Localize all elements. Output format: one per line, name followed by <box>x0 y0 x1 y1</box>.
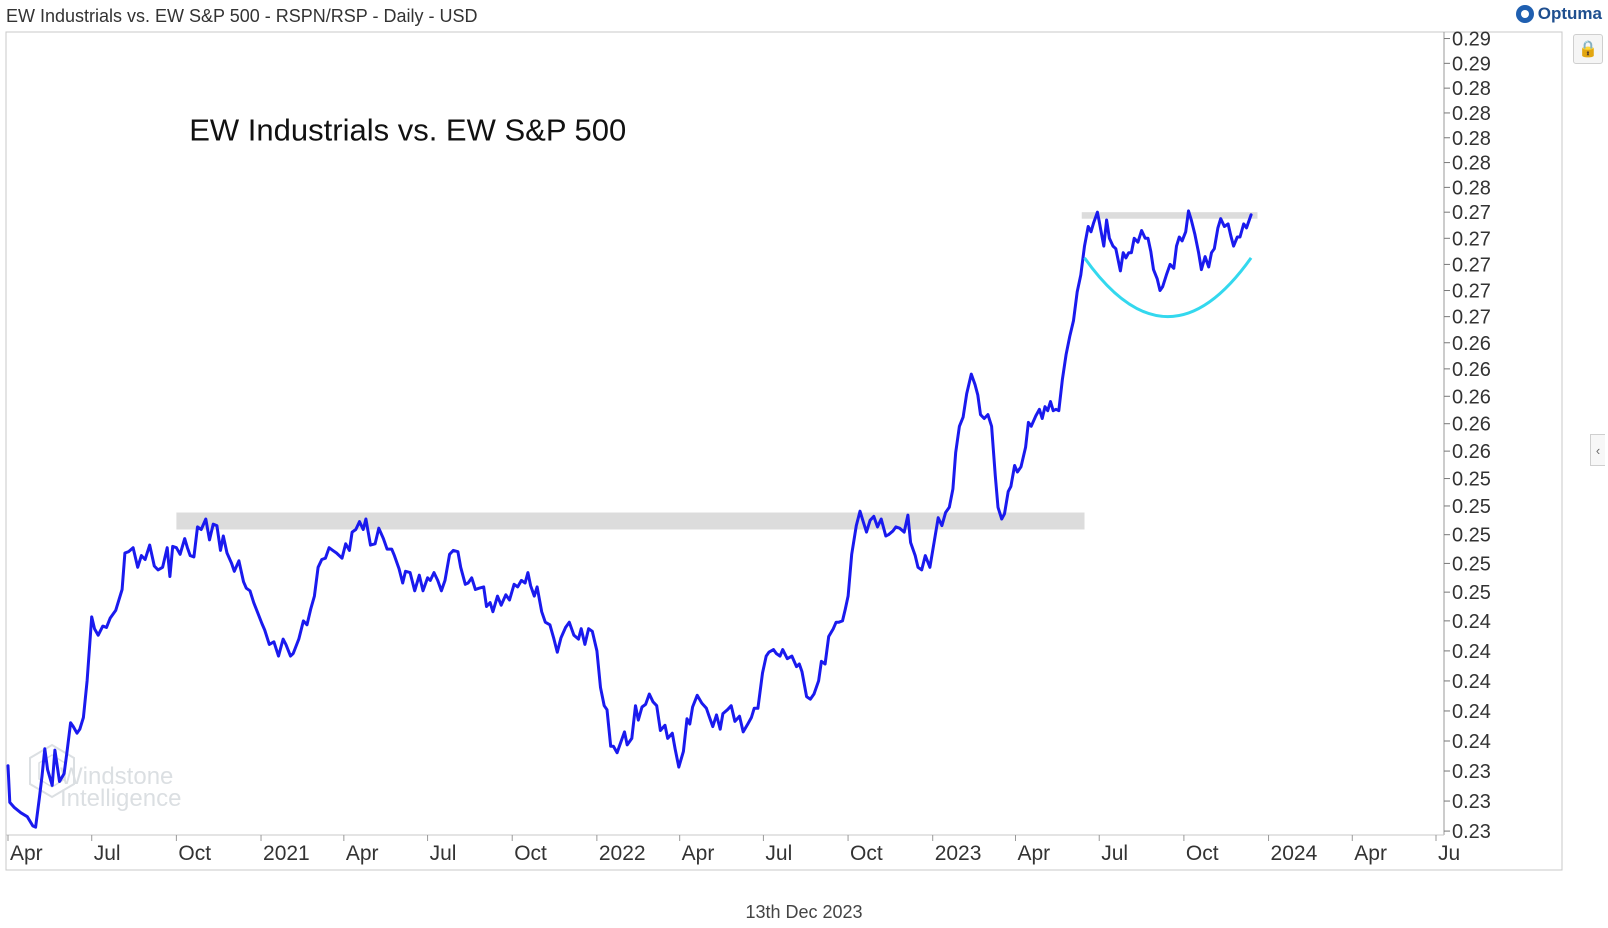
x-tick-label-5: Jul <box>430 842 457 865</box>
chevron-left-icon: ‹ <box>1595 442 1601 458</box>
y-tick-label-6: 0.28 <box>1452 177 1491 199</box>
chart-window-title: EW Industrials vs. EW S&P 500 - RSPN/RSP… <box>6 6 478 26</box>
optuma-logo-icon <box>1515 5 1534 23</box>
footer-date: 13th Dec 2023 <box>745 902 863 922</box>
y-tick-label-17: 0.25 <box>1452 469 1491 491</box>
watermark-line2: Intelligence <box>60 785 181 812</box>
y-tick-label-15: 0.26 <box>1452 414 1491 436</box>
series-line-1 <box>6 209 1253 829</box>
x-tick-label-15: 2024 <box>1271 842 1318 865</box>
x-tick-label-3: 2021 <box>263 842 310 865</box>
zones-layer <box>176 212 1258 530</box>
y-tick-label-10: 0.27 <box>1452 281 1491 303</box>
x-axis-ticks: Apr Jul Oct 2021 Apr Jul Oct 2022 Apr Jul Oct 2023 A… <box>7 835 1460 865</box>
y-tick-label-29: 0.23 <box>1452 821 1491 843</box>
y-tick-label-0: 0.29 <box>1452 29 1491 51</box>
series-layer <box>6 209 1253 829</box>
x-tick-label-8: Apr <box>682 842 715 865</box>
x-tick-label-4: Apr <box>346 842 379 865</box>
y-tick-label-4: 0.28 <box>1452 128 1491 150</box>
lock-button[interactable]: 🔒 <box>1573 34 1603 64</box>
x-tick-label-17: Ju <box>1438 842 1460 865</box>
brand-name: Optuma <box>1537 4 1602 23</box>
y-tick-label-3: 0.28 <box>1452 103 1491 125</box>
y-tick-label-19: 0.25 <box>1452 525 1491 547</box>
y-tick-label-24: 0.24 <box>1452 671 1491 693</box>
y-tick-label-12: 0.26 <box>1452 333 1491 355</box>
y-tick-label-27: 0.23 <box>1452 761 1491 783</box>
y-tick-label-14: 0.26 <box>1452 386 1491 408</box>
y-tick-label-8: 0.27 <box>1452 228 1491 250</box>
x-tick-label-12: Apr <box>1018 842 1051 865</box>
y-tick-label-13: 0.26 <box>1452 359 1491 381</box>
x-tick-label-6: Oct <box>514 842 547 865</box>
arcs-layer <box>1083 257 1253 319</box>
x-tick-label-1: Jul <box>94 842 121 865</box>
annotations-layer: EW Industrials vs. EW S&P 500 <box>189 112 626 147</box>
brand-logo: Optuma <box>1515 4 1602 24</box>
x-tick-label-16: Apr <box>1354 842 1387 865</box>
plot-frame <box>5 31 1563 871</box>
chart-title: EW Industrials vs. EW S&P 500 <box>189 112 626 147</box>
y-tick-label-7: 0.27 <box>1452 202 1491 224</box>
x-tick-label-9: Jul <box>765 842 792 865</box>
watermark-line1: Windstone <box>60 763 173 790</box>
cup-arc <box>1083 257 1253 319</box>
y-tick-label-22: 0.24 <box>1452 611 1491 633</box>
y-tick-label-11: 0.27 <box>1452 307 1491 329</box>
y-tick-label-1: 0.29 <box>1452 53 1491 75</box>
y-tick-label-2: 0.28 <box>1452 78 1491 100</box>
x-tick-label-2: Oct <box>178 842 211 865</box>
y-tick-label-25: 0.24 <box>1452 701 1491 723</box>
watermark: Windstone Intelligence <box>29 743 181 812</box>
y-tick-label-20: 0.25 <box>1452 553 1491 575</box>
y-axis-ticks: 0.290.290.280.280.280.280.280.270.270.27… <box>1444 29 1491 843</box>
x-tick-label-7: 2022 <box>599 842 646 865</box>
x-tick-label-10: Oct <box>850 842 883 865</box>
x-tick-label-14: Oct <box>1186 842 1219 865</box>
resistance-zone-2 <box>176 512 1085 530</box>
x-tick-label-0: Apr <box>10 842 43 865</box>
x-tick-label-11: 2023 <box>935 842 982 865</box>
y-tick-label-28: 0.23 <box>1452 791 1491 813</box>
y-tick-label-26: 0.24 <box>1452 731 1491 753</box>
y-tick-label-5: 0.28 <box>1452 153 1491 175</box>
resistance-zone-3 <box>1081 212 1258 219</box>
lock-icon: 🔒 <box>1578 41 1598 58</box>
y-tick-label-16: 0.26 <box>1452 441 1491 463</box>
y-tick-label-18: 0.25 <box>1452 496 1491 518</box>
x-tick-label-13: Jul <box>1101 842 1128 865</box>
y-tick-label-21: 0.25 <box>1452 582 1491 604</box>
watermark-logo-icon <box>29 743 75 799</box>
collapse-panel-button[interactable]: ‹ <box>1590 434 1605 466</box>
y-tick-label-9: 0.27 <box>1452 254 1491 276</box>
y-tick-label-23: 0.24 <box>1452 641 1491 663</box>
